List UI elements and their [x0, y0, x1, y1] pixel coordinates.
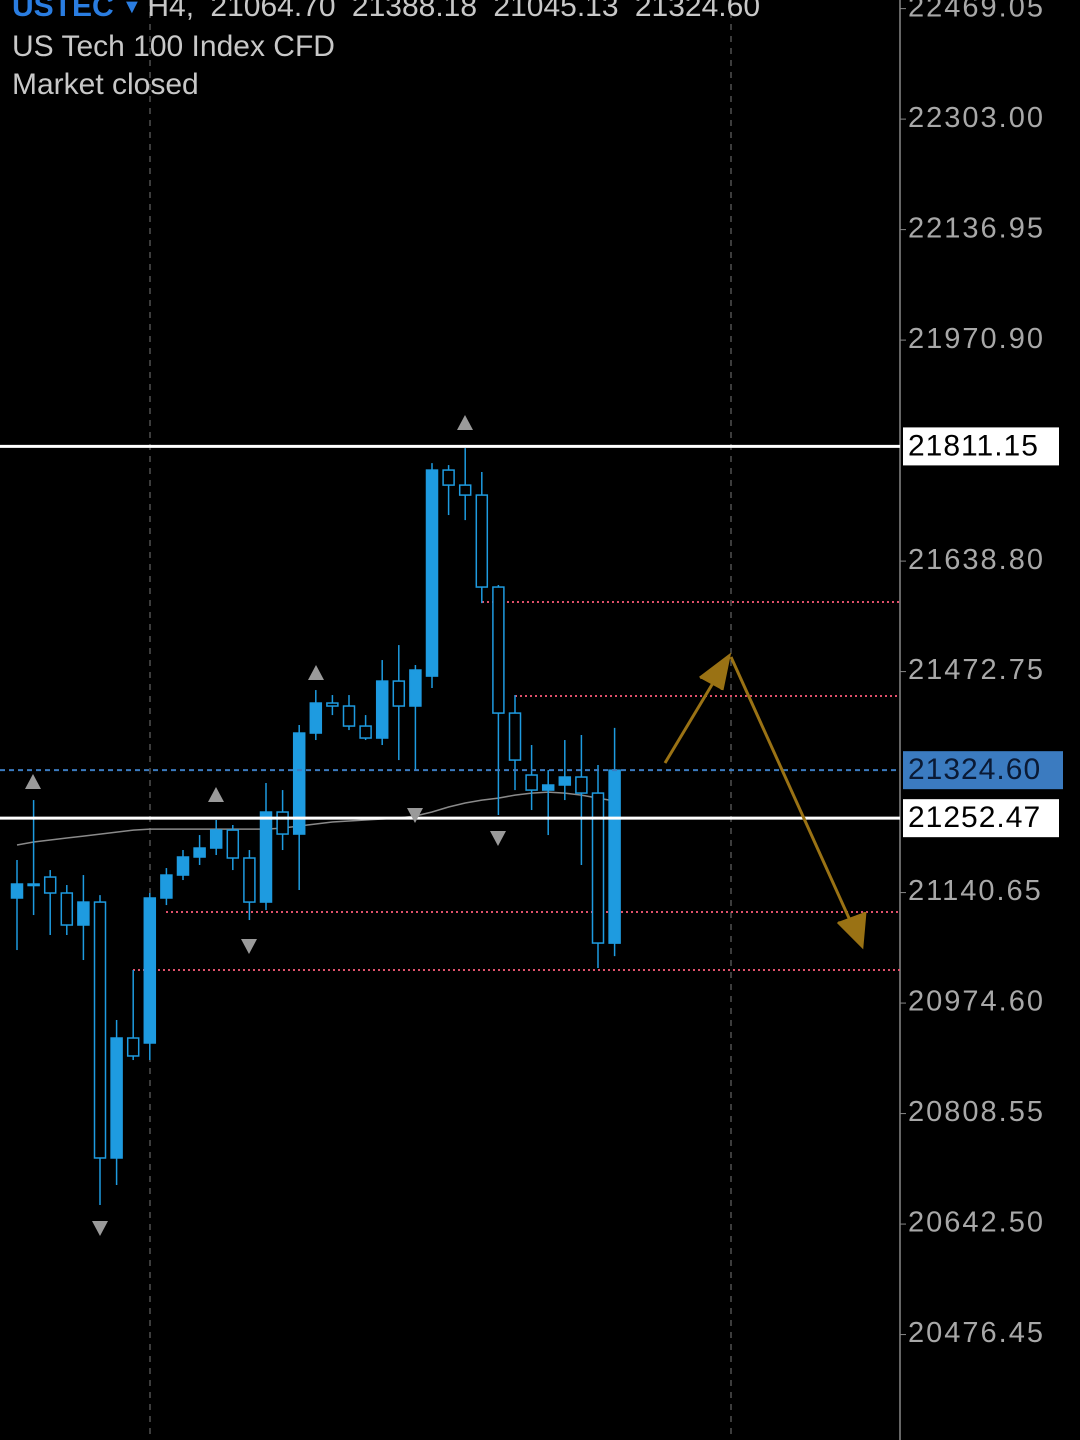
moving-average: [16, 791, 615, 846]
candle-body: [292, 732, 306, 835]
symbol-menu[interactable]: ▼: [122, 0, 147, 18]
ohlc-open: 21064.70: [210, 0, 335, 23]
y-tick-label: 21970.90: [908, 323, 1045, 355]
price-label: 21252.47: [908, 801, 1041, 834]
plot-area: [0, 8, 906, 1336]
candle-body: [160, 874, 173, 899]
candle-body: [77, 901, 90, 926]
y-tick-label: 21638.80: [908, 544, 1045, 576]
fractal-down: [490, 831, 506, 846]
y-tick-label: 21472.75: [908, 654, 1045, 686]
candle-body: [276, 811, 289, 835]
candle-body: [442, 469, 455, 486]
y-tick-label: 22469.05: [908, 0, 1045, 23]
candle-body: [425, 469, 439, 677]
candle-body: [309, 702, 323, 734]
price-label: 21811.15: [908, 429, 1039, 462]
candle-body: [541, 784, 555, 791]
candle-body: [110, 1037, 123, 1159]
header-line: USTEC ▼ H4, 21064.70 21388.18 21045.13 2…: [12, 0, 760, 23]
arrowhead: [836, 911, 867, 950]
market-status: Market closed: [12, 68, 199, 101]
fractal-up: [25, 774, 41, 789]
ohlc-high: 21388.18: [352, 0, 477, 23]
price-label-box: [903, 799, 1059, 838]
y-tick-label: 20808.55: [908, 1096, 1045, 1128]
candle-body: [409, 669, 422, 707]
y-tick-label: 21140.65: [908, 875, 1043, 907]
candle-body: [126, 1037, 140, 1057]
candle-body: [608, 769, 621, 944]
fractal-down: [92, 1221, 108, 1236]
candle-body: [143, 897, 157, 1044]
bid-label-box: [903, 751, 1063, 790]
timeframe: H4,: [147, 0, 194, 23]
candle-body: [193, 847, 206, 858]
y-tick-label: 20476.45: [908, 1317, 1045, 1349]
y-tick-label: 22303.00: [908, 102, 1045, 134]
header: USTEC ▼ H4, 21064.70 21388.18 21045.13 2…: [12, 0, 760, 101]
arrow-down: [729, 656, 860, 939]
candle-body: [93, 901, 107, 1159]
candle-body: [43, 876, 57, 894]
bid-label: 21324.60: [908, 753, 1041, 786]
candle-body: [508, 712, 522, 761]
candle-body: [27, 883, 40, 887]
forecast-arrows: [663, 652, 867, 950]
fractal-up: [308, 665, 324, 680]
fractal-down: [407, 808, 423, 823]
candle-body: [10, 883, 24, 899]
candle-body: [375, 680, 389, 739]
candle-body: [226, 829, 240, 859]
candle-body: [392, 680, 406, 707]
candle-body: [209, 829, 223, 849]
fractals: [25, 415, 506, 1236]
candle-body: [492, 586, 505, 714]
symbol: USTEC: [12, 0, 114, 23]
candle-body: [60, 892, 74, 926]
candle-body: [176, 856, 190, 876]
y-tick-label: 22136.95: [908, 212, 1045, 244]
ohlc-low: 21045.13: [493, 0, 618, 23]
fractal-down: [241, 939, 257, 954]
fractal-up: [208, 787, 224, 802]
price-label-box: [903, 427, 1059, 466]
y-tick-label: 20974.60: [908, 986, 1045, 1018]
arrowhead: [699, 652, 732, 691]
candle-body: [591, 792, 605, 944]
price-labels: 21811.15 21252.47 21324.60: [903, 427, 1063, 838]
fractal-up: [457, 415, 473, 430]
candle-body: [458, 484, 472, 496]
candle-body: [342, 705, 356, 727]
candle-body: [475, 494, 489, 588]
candle-body: [525, 774, 538, 791]
candle-body: [259, 811, 273, 903]
candle-body: [575, 776, 588, 794]
candle-body: [326, 702, 339, 707]
instrument-name: US Tech 100 Index CFD: [12, 30, 335, 63]
candle-body: [558, 776, 572, 786]
y-tick-label: 20642.50: [908, 1207, 1045, 1239]
candle-body: [243, 857, 256, 903]
ohlc-close: 21324.60: [635, 0, 760, 23]
candle-body: [359, 725, 372, 739]
